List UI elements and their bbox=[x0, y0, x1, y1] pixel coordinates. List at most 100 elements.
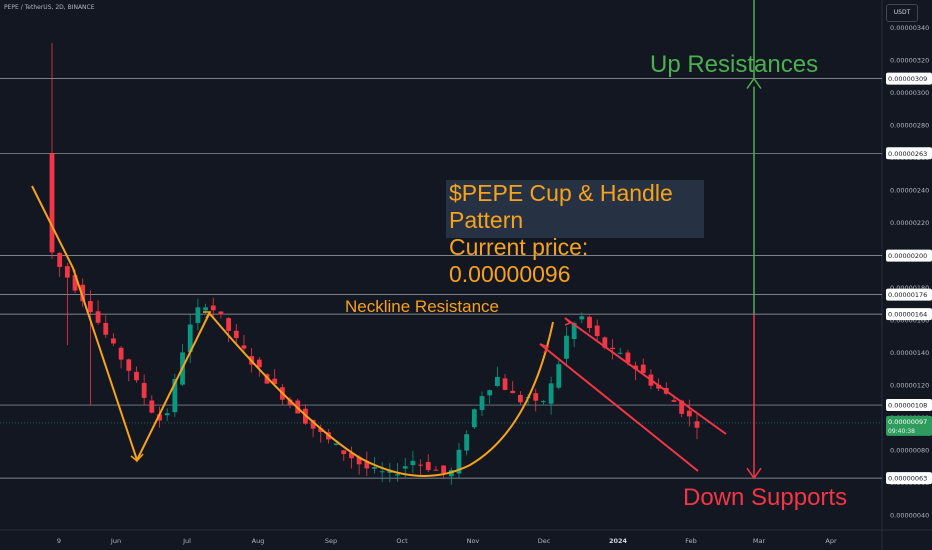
y-tick-label: 0.00000160 bbox=[890, 317, 929, 325]
handle-lower-line bbox=[539, 343, 699, 472]
candle-body bbox=[256, 359, 262, 368]
level-tag-label: 0.00000063 bbox=[888, 475, 927, 483]
candle-body bbox=[456, 449, 462, 474]
candle-body bbox=[195, 307, 201, 323]
current-price-tag bbox=[886, 415, 932, 436]
candle-body bbox=[233, 330, 239, 339]
pattern-zigzag bbox=[31, 185, 211, 463]
level-tag bbox=[886, 249, 932, 262]
level-tag-label: 0.00000176 bbox=[888, 291, 927, 299]
x-tick-label: Jul bbox=[182, 537, 191, 545]
y-tick-label: 0.00000320 bbox=[890, 57, 929, 65]
pattern-arrow-up bbox=[203, 311, 212, 319]
x-tick-label: Apr bbox=[825, 537, 837, 545]
candle-body bbox=[418, 464, 423, 466]
symbol-legend: PEPE / TetherUS, 2D, BINANCE bbox=[4, 4, 95, 11]
level-tag bbox=[886, 472, 932, 485]
candle-body bbox=[441, 465, 447, 474]
candle-body bbox=[602, 337, 608, 348]
candle-body bbox=[686, 410, 692, 417]
x-tick-label: 9 bbox=[57, 537, 61, 545]
x-tick-label: Aug bbox=[252, 537, 265, 545]
candle-body bbox=[464, 434, 470, 451]
currency-button[interactable]: USDT bbox=[886, 4, 918, 22]
level-tag bbox=[886, 308, 932, 321]
cup-curve bbox=[209, 313, 554, 477]
y-tick-label: 0.00000300 bbox=[890, 89, 929, 97]
y-tick-label: 0.00000140 bbox=[890, 349, 929, 357]
candle-body bbox=[310, 419, 316, 429]
candle-body bbox=[103, 323, 109, 335]
candle-body bbox=[364, 461, 370, 469]
candle-body bbox=[149, 400, 155, 413]
candle-body bbox=[134, 371, 139, 381]
level-tag-label: 0.00000263 bbox=[888, 150, 927, 158]
candle-body bbox=[617, 352, 623, 354]
up-resistances-label: Up Resistances bbox=[650, 51, 819, 78]
candle-body bbox=[349, 452, 354, 459]
x-tick-label: Mar bbox=[753, 537, 766, 545]
candle-body bbox=[72, 275, 78, 291]
handle-arrow-bottom bbox=[539, 343, 550, 354]
candle-body bbox=[571, 323, 577, 340]
candle-body bbox=[395, 474, 400, 476]
candle-body bbox=[671, 400, 677, 402]
candle-body bbox=[656, 384, 662, 389]
candle-body bbox=[541, 401, 546, 403]
neckline-label: Neckline Resistance bbox=[345, 297, 500, 316]
candle-body bbox=[241, 345, 247, 349]
candle-body bbox=[610, 347, 615, 349]
x-tick-label: Sep bbox=[325, 537, 337, 545]
pattern-arrow-down bbox=[130, 453, 144, 463]
candle-body bbox=[502, 378, 508, 390]
candle-body bbox=[287, 399, 293, 405]
down-supports-label: Down Supports bbox=[683, 484, 848, 511]
current-price-note: Current price: 0.00000096 bbox=[449, 234, 589, 287]
y-tick-label: 0.00000220 bbox=[890, 219, 929, 227]
candle-body bbox=[471, 409, 477, 428]
candle-body bbox=[141, 382, 147, 398]
candle-body bbox=[564, 335, 569, 359]
current-price-label: 0.00000097 bbox=[888, 418, 927, 426]
candle-body bbox=[494, 376, 500, 386]
candle-body bbox=[594, 325, 600, 337]
candle-body bbox=[533, 393, 539, 401]
x-tick-label: Feb bbox=[685, 537, 697, 545]
level-tag-label: 0.00000200 bbox=[888, 252, 927, 260]
y-tick-label: 0.00000240 bbox=[890, 187, 929, 195]
down-arrowhead bbox=[746, 467, 762, 480]
candle-body bbox=[111, 338, 116, 344]
candle-body bbox=[679, 400, 685, 414]
y-tick-label: 0.00000180 bbox=[890, 284, 929, 292]
level-tag bbox=[886, 288, 932, 301]
pattern-title-box: $PEPE Cup & Handle Pattern Current price… bbox=[446, 180, 704, 287]
candle-body bbox=[64, 266, 70, 278]
countdown-label: 09:40:38 bbox=[888, 428, 915, 435]
level-tag-label: 0.00000309 bbox=[888, 75, 927, 83]
candle-body bbox=[625, 352, 631, 363]
candle-body bbox=[425, 461, 431, 471]
candle-body bbox=[548, 383, 554, 404]
candle-body bbox=[372, 467, 377, 469]
candle-body bbox=[218, 311, 224, 315]
level-tag bbox=[886, 147, 932, 160]
candle-body bbox=[479, 396, 485, 411]
x-tick-label: Oct bbox=[396, 537, 408, 545]
x-tick-label: Dec bbox=[538, 537, 551, 545]
plot-background bbox=[0, 0, 882, 530]
candle-body bbox=[379, 471, 385, 473]
level-tag-label: 0.00000164 bbox=[888, 311, 927, 319]
candle-body bbox=[556, 364, 562, 388]
candle-body bbox=[87, 301, 93, 312]
candle-body bbox=[157, 414, 162, 421]
candle-body bbox=[517, 394, 523, 403]
candle-body bbox=[126, 359, 132, 371]
candle-body bbox=[187, 324, 193, 353]
x-tick-label: 2024 bbox=[609, 537, 628, 545]
x-tick-label: Nov bbox=[467, 537, 480, 545]
pattern-title: $PEPE Cup & Handle Pattern bbox=[449, 180, 673, 233]
up-arrowhead bbox=[746, 77, 762, 90]
y-tick-label: 0.00000280 bbox=[890, 122, 929, 130]
